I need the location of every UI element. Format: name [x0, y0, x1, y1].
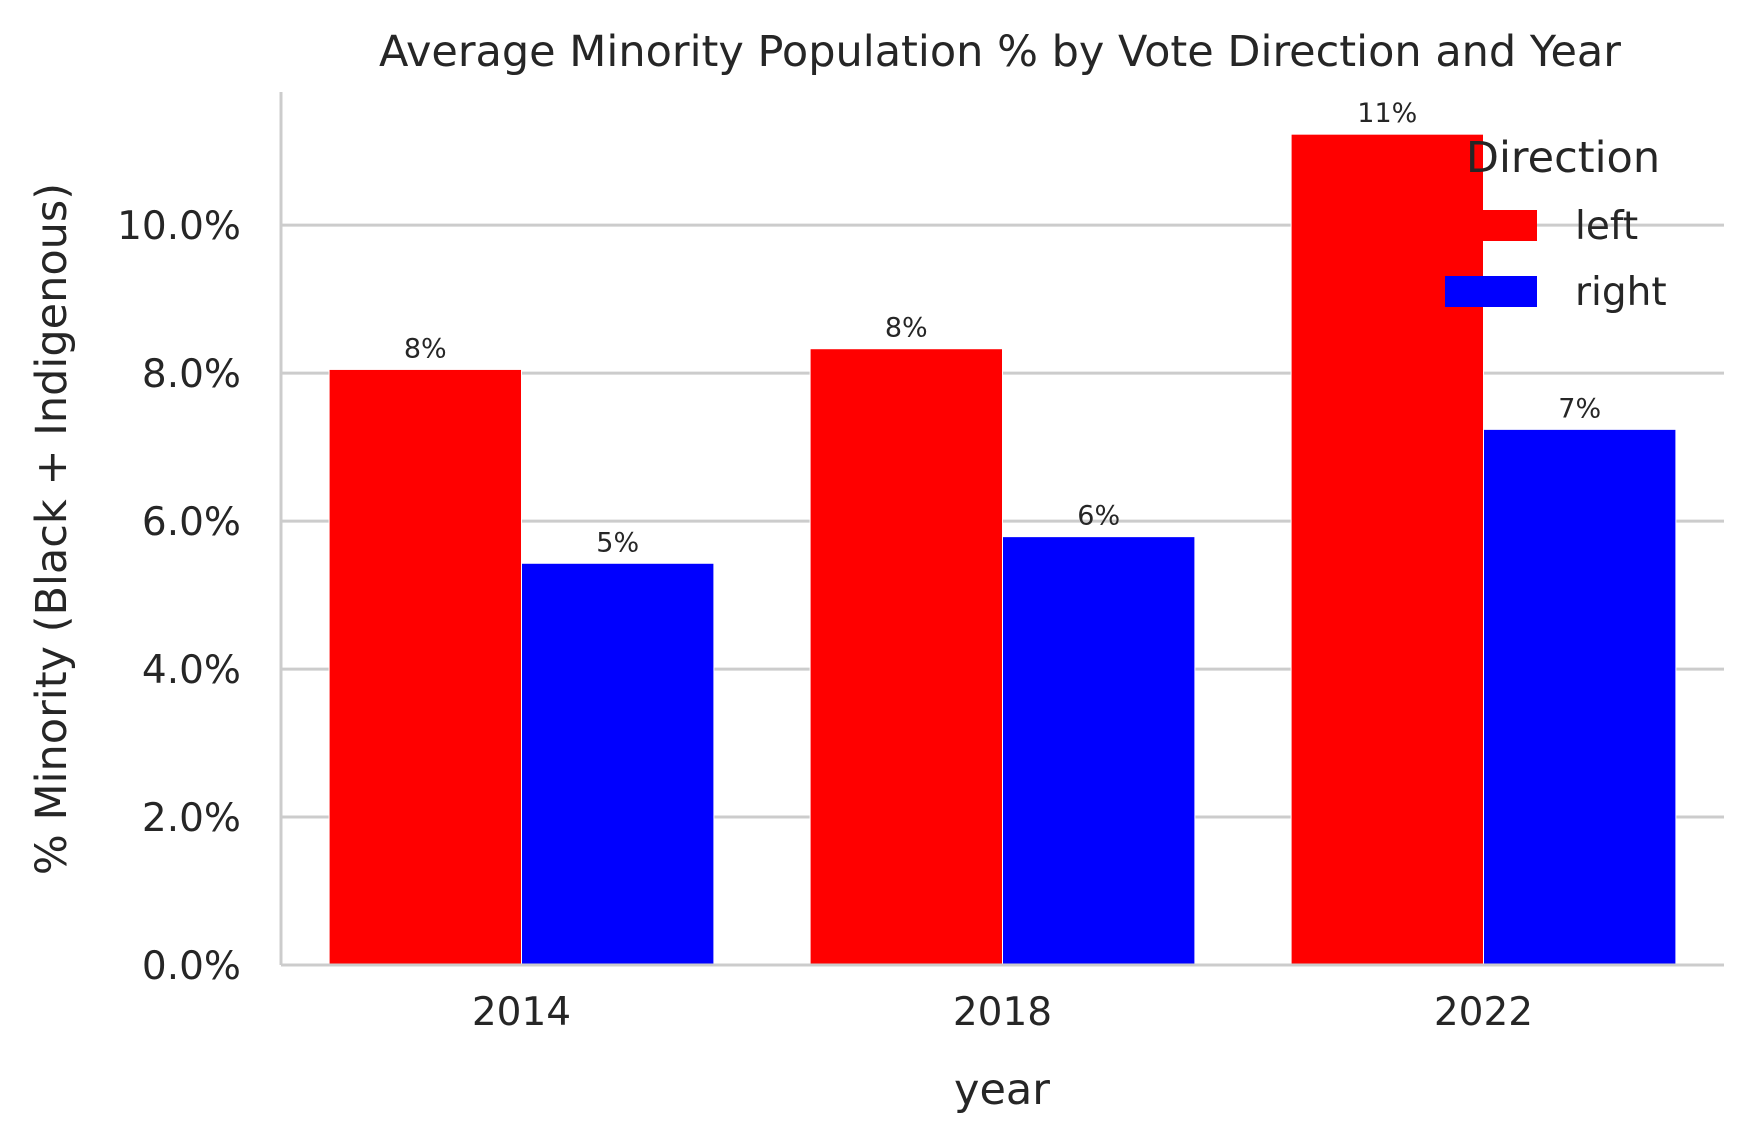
x-tick-labels: 2014 2018 2022 [472, 990, 1533, 1035]
bar-right-2018 [1002, 536, 1196, 966]
y-tick-label: 8.0% [142, 352, 241, 397]
legend-label-left: left [1575, 204, 1638, 249]
bar-value-label: 5% [596, 527, 639, 558]
bar-value-label: 11% [1357, 98, 1417, 129]
bar-value-label: 8% [885, 313, 928, 344]
y-axis-label: % Minority (Black + Indigenous) [27, 183, 77, 875]
y-tick-label: 4.0% [142, 648, 241, 693]
y-tick-label: 2.0% [142, 796, 241, 841]
bar-left-2018 [809, 348, 1003, 966]
y-tick-label: 6.0% [142, 500, 241, 545]
x-axis-label: year [954, 1065, 1050, 1115]
bar-labels: 8% 5% 8% 6% 11% 7% [404, 98, 1601, 558]
bar-left-2022 [1290, 133, 1484, 966]
y-tick-label: 10.0% [117, 204, 241, 249]
y-tick-labels: 0.0% 2.0% 4.0% 6.0% 8.0% 10.0% [117, 204, 241, 989]
bar-value-label: 6% [1077, 501, 1120, 532]
bar-value-label: 7% [1558, 393, 1601, 424]
legend-swatch-right [1445, 276, 1537, 307]
bars [328, 133, 1677, 966]
x-tick-label: 2018 [953, 990, 1052, 1035]
bar-right-2014 [521, 562, 715, 966]
legend-label-right: right [1575, 270, 1667, 315]
legend-items: left right [1445, 204, 1667, 315]
y-tick-label: 0.0% [142, 944, 241, 989]
bar-left-2014 [328, 368, 522, 966]
legend-swatch-left [1445, 210, 1537, 241]
bar-right-2022 [1483, 428, 1677, 966]
legend: Direction left right [1445, 133, 1667, 315]
x-tick-label: 2022 [1434, 990, 1533, 1035]
x-tick-label: 2014 [472, 990, 571, 1035]
chart-title: Average Minority Population % by Vote Di… [379, 27, 1621, 77]
legend-title: Direction [1466, 133, 1660, 183]
bar-value-label: 8% [404, 333, 447, 364]
